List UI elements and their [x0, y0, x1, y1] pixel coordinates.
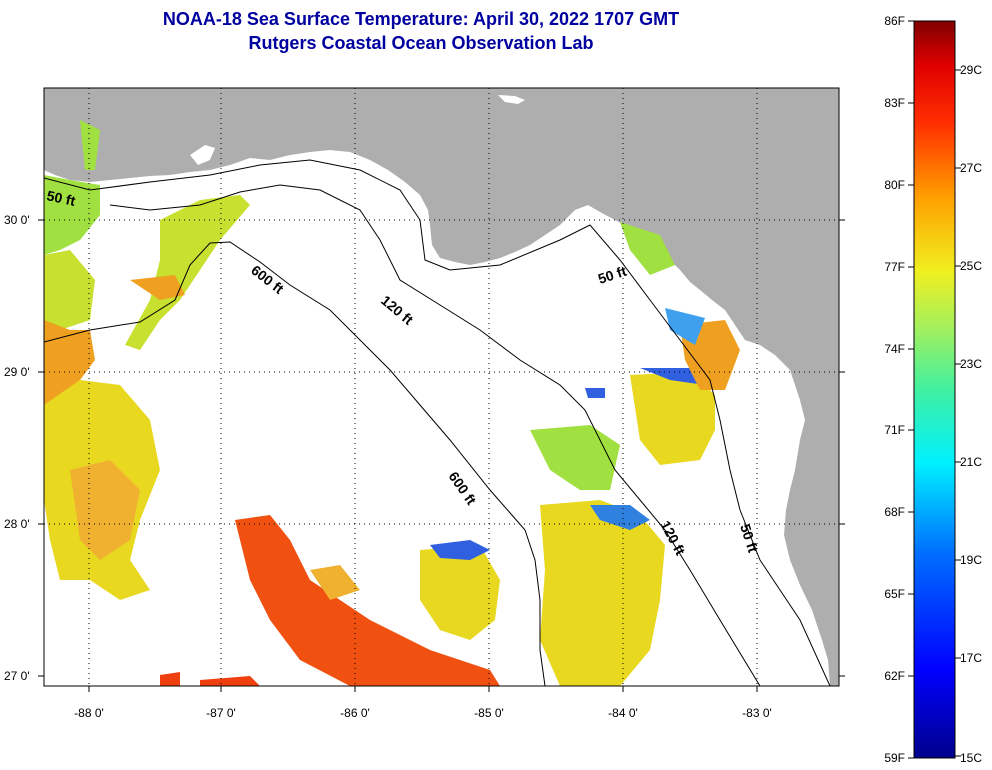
map-title: NOAA-18 Sea Surface Temperature: April 3… [162, 9, 680, 29]
lat-label-27: 27 0' [4, 669, 30, 683]
cb-f-77: 77F [884, 260, 905, 274]
lat-label-29: 29 0' [4, 365, 30, 379]
lat-label-30: 30 0' [4, 213, 30, 227]
sst-patches [44, 120, 740, 686]
map-frame [43, 87, 840, 687]
lon-label-83: -83 0' [742, 706, 772, 720]
inland-lake [498, 95, 525, 104]
axis-ticks [38, 219, 845, 692]
lon-label-87: -87 0' [206, 706, 236, 720]
cb-f-83: 83F [884, 96, 905, 110]
cb-f-59: 59F [884, 751, 905, 765]
contour-label-50ft-west: 50 ft [45, 187, 77, 209]
cb-c-15: 15C [960, 751, 982, 765]
land-mass [44, 88, 839, 686]
lon-label-86: -86 0' [340, 706, 370, 720]
cb-f-68: 68F [884, 505, 905, 519]
contour-50ft [44, 159, 831, 686]
map-subtitle: Rutgers Coastal Ocean Observation Lab [248, 33, 594, 53]
cb-f-62: 62F [884, 669, 905, 683]
cb-c-29: 29C [960, 63, 982, 77]
cb-c-21: 21C [960, 455, 982, 469]
inland-bay [190, 145, 215, 165]
cb-c-17: 17C [960, 651, 982, 665]
cb-f-74: 74F [884, 342, 905, 356]
cb-c-23: 23C [960, 357, 982, 371]
cb-c-25: 25C [960, 259, 982, 273]
cb-f-80: 80F [884, 178, 905, 192]
cb-f-86: 86F [884, 14, 905, 28]
contour-120ft [109, 184, 761, 686]
colorbar [913, 20, 956, 759]
cb-c-19: 19C [960, 553, 982, 567]
lon-label-88: -88 0' [74, 706, 104, 720]
cb-f-71: 71F [884, 423, 905, 437]
lon-label-84: -84 0' [608, 706, 638, 720]
cb-f-65: 65F [884, 587, 905, 601]
colorbar-ticks [908, 20, 961, 759]
lat-label-28: 28 0' [4, 517, 30, 531]
lon-label-85: -85 0' [474, 706, 504, 720]
contour-600ft [44, 241, 546, 686]
cb-c-27: 27C [960, 161, 982, 175]
